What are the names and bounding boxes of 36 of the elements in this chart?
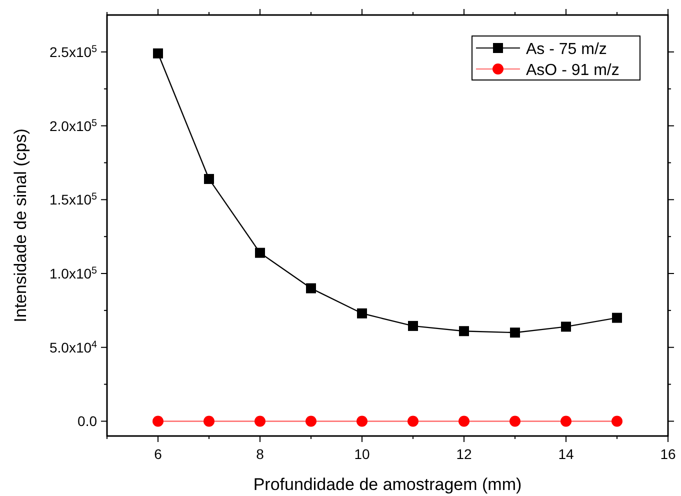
x-tick-label: 10 [354,446,370,462]
x-tick-label: 12 [456,446,472,462]
point [510,328,520,338]
point [458,416,470,427]
point [255,248,265,258]
y-tick-label: 5.0x10$^{4}$ [50,338,98,356]
point [408,416,418,427]
point [306,283,316,294]
x-tick-label: 14 [558,446,574,462]
x-axis-title: Profundidade de amostragem (mm) [253,475,522,494]
legend-label: As - 75 m/z [526,41,607,58]
point [560,416,572,427]
y-tick-label: 2.5x10$^{5}$ [50,43,98,60]
y-tick-label: 1.5x10$^{5}$ [50,191,98,208]
point [306,416,316,427]
x-tick-label: 16 [660,446,676,462]
y-tick-label: 1.0x10$^{5}$ [50,265,98,282]
y-tick-label: 2.0x10$^{5}$ [50,117,98,134]
point [459,326,469,336]
point [153,48,163,58]
point [254,416,266,427]
point [561,322,571,332]
point [152,416,164,427]
x-tick-label: 8 [256,446,264,462]
point [408,320,418,331]
point [356,416,368,427]
point [204,416,214,427]
x-tick-label: 6 [154,446,162,462]
point [204,174,214,184]
point [357,308,367,318]
point [612,312,622,323]
legend-label: AsO - 91 m/z [526,62,620,79]
point [510,416,520,427]
y-tick-label: 0.0 [78,413,98,430]
point [612,416,622,427]
y-axis-title: Intensidade de sinal (cps) [11,128,30,322]
